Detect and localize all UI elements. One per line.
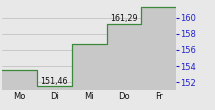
- Text: 161,29: 161,29: [110, 14, 138, 23]
- Text: 151,46: 151,46: [41, 77, 68, 86]
